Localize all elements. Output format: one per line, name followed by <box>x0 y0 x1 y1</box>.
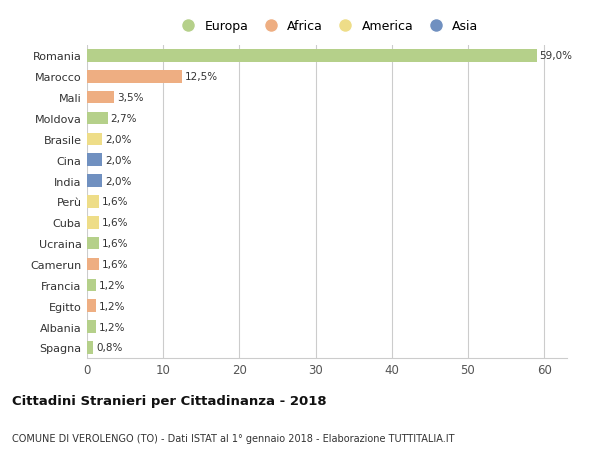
Bar <box>87 341 93 354</box>
Bar <box>87 258 99 271</box>
Bar <box>87 71 182 84</box>
Bar <box>87 279 96 291</box>
Text: 1,6%: 1,6% <box>102 259 129 269</box>
Bar <box>87 50 536 62</box>
Text: 2,7%: 2,7% <box>110 114 137 124</box>
Text: 12,5%: 12,5% <box>185 72 218 82</box>
Bar <box>87 237 99 250</box>
Text: 1,2%: 1,2% <box>99 301 125 311</box>
Text: 1,6%: 1,6% <box>102 197 129 207</box>
Text: 1,2%: 1,2% <box>99 280 125 290</box>
Text: COMUNE DI VEROLENGO (TO) - Dati ISTAT al 1° gennaio 2018 - Elaborazione TUTTITAL: COMUNE DI VEROLENGO (TO) - Dati ISTAT al… <box>12 433 455 442</box>
Text: 3,5%: 3,5% <box>117 93 143 103</box>
Bar <box>87 320 96 333</box>
Text: 1,6%: 1,6% <box>102 218 129 228</box>
Text: 2,0%: 2,0% <box>105 134 131 145</box>
Bar <box>87 196 99 208</box>
Text: 2,0%: 2,0% <box>105 176 131 186</box>
Text: Cittadini Stranieri per Cittadinanza - 2018: Cittadini Stranieri per Cittadinanza - 2… <box>12 394 326 407</box>
Bar <box>87 112 107 125</box>
Bar <box>87 175 102 187</box>
Bar <box>87 217 99 229</box>
Text: 1,6%: 1,6% <box>102 239 129 249</box>
Bar <box>87 92 113 104</box>
Text: 59,0%: 59,0% <box>539 51 572 62</box>
Bar <box>87 133 102 146</box>
Bar <box>87 154 102 167</box>
Text: 0,8%: 0,8% <box>96 342 122 353</box>
Bar <box>87 300 96 312</box>
Text: 1,2%: 1,2% <box>99 322 125 332</box>
Legend: Europa, Africa, America, Asia: Europa, Africa, America, Asia <box>176 21 478 34</box>
Text: 2,0%: 2,0% <box>105 155 131 165</box>
